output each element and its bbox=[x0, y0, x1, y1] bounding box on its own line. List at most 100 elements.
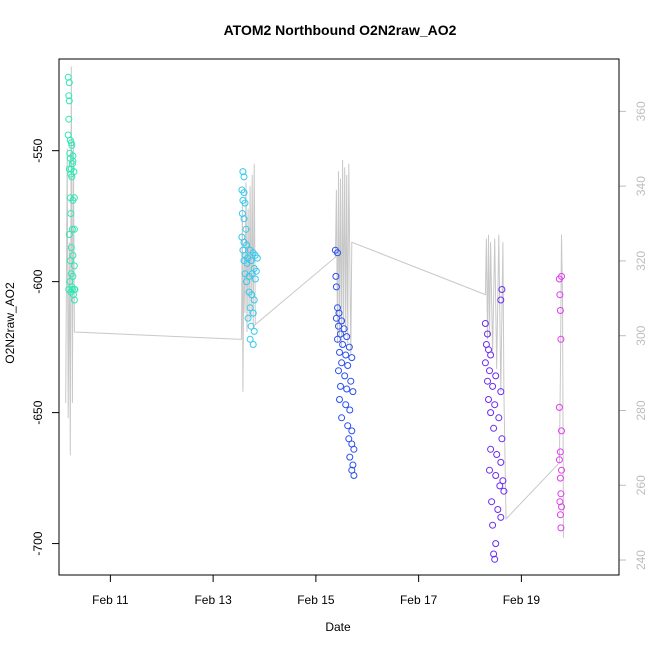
data-point-series-4-8 bbox=[492, 372, 500, 380]
data-point-series-5-3 bbox=[556, 307, 564, 314]
data-point-series-3-30 bbox=[338, 414, 346, 422]
data-point-series-5-14 bbox=[558, 503, 565, 511]
x-tick-label-5: Feb 19 bbox=[503, 593, 541, 607]
data-point-series-4-20 bbox=[497, 458, 505, 466]
secondary-y-tick-label-6: 340 bbox=[634, 176, 648, 196]
secondary-y-tick-label-1: 240 bbox=[634, 550, 648, 570]
data-point-series-4-30 bbox=[492, 540, 500, 548]
data-point-series-5-2 bbox=[558, 272, 565, 280]
data-point-series-3-21 bbox=[335, 367, 342, 375]
data-point-series-5-16 bbox=[557, 524, 565, 532]
data-point-series-4-19 bbox=[493, 451, 501, 458]
data-point-series-3-29 bbox=[346, 406, 354, 414]
data-point-series-5-9 bbox=[555, 456, 563, 464]
y-tick-label-1: -700 bbox=[31, 531, 45, 555]
data-point-series-1-39 bbox=[71, 286, 79, 293]
data-point-series-1-40 bbox=[67, 165, 75, 173]
data-point-series-3-35 bbox=[350, 445, 358, 453]
data-point-series-3-9 bbox=[335, 322, 342, 330]
data-point-series-4-17 bbox=[498, 435, 506, 443]
data-point-series-1-38 bbox=[68, 286, 76, 293]
data-point-series-2-34 bbox=[247, 322, 255, 330]
x-tick-label-1: Feb 11 bbox=[92, 593, 129, 607]
data-point-series-4-28 bbox=[497, 513, 505, 521]
data-point-series-1-22 bbox=[68, 225, 76, 233]
data-point-series-3-28 bbox=[342, 401, 350, 409]
data-point-series-4-7 bbox=[486, 367, 493, 375]
data-point-series-1-2 bbox=[65, 79, 73, 87]
data-point-series-2-35 bbox=[250, 327, 258, 335]
data-point-series-4-27 bbox=[494, 506, 502, 513]
data-point-series-4-29 bbox=[489, 521, 497, 529]
secondary-series-line bbox=[65, 66, 564, 538]
data-point-series-1-30 bbox=[69, 272, 77, 280]
data-point-series-3-2 bbox=[334, 249, 341, 257]
data-point-series-5-8 bbox=[556, 448, 564, 456]
secondary-y-tick-label-2: 260 bbox=[634, 475, 648, 495]
data-point-series-3-26 bbox=[349, 388, 357, 396]
y-axis-label: O2N2raw_AO2 bbox=[3, 282, 17, 364]
data-point-series-5-4 bbox=[556, 291, 564, 299]
data-point-series-4-9 bbox=[484, 377, 491, 385]
data-point-series-3-32 bbox=[348, 427, 356, 435]
data-point-series-1-1 bbox=[64, 73, 72, 81]
x-tick-label-3: Feb 15 bbox=[297, 593, 335, 607]
data-point-series-3-18 bbox=[348, 354, 356, 362]
data-point-series-4-34 bbox=[497, 296, 505, 304]
data-point-series-2-1 bbox=[239, 168, 247, 176]
data-point-series-5-12 bbox=[557, 490, 565, 498]
data-point-series-3-8 bbox=[338, 317, 346, 325]
plot-area: Feb 11 Feb 13 Feb 15 Feb 17 Feb 19 -700 -650 -6… bbox=[31, 66, 648, 607]
plot-frame bbox=[58, 58, 620, 576]
data-point-series-2-38 bbox=[252, 267, 260, 275]
data-point-series-1-20 bbox=[70, 194, 78, 202]
y-tick-label-2: -650 bbox=[31, 400, 45, 424]
data-point-series-4-26 bbox=[488, 498, 496, 506]
data-point-series-2-33 bbox=[244, 314, 252, 322]
data-point-series-1-24 bbox=[65, 231, 73, 238]
secondary-y-tick-label-5: 320 bbox=[634, 251, 648, 271]
chart-title: ATOM2 Northbound O2N2raw_AO2 bbox=[224, 22, 457, 38]
data-point-series-2-30 bbox=[250, 296, 258, 304]
data-point-series-1-25 bbox=[67, 244, 75, 252]
data-point-series-4-15 bbox=[495, 414, 503, 422]
data-point-series-4-5 bbox=[487, 351, 495, 359]
y-tick-label-4: -550 bbox=[31, 138, 45, 162]
data-point-series-4-18 bbox=[487, 445, 495, 453]
data-point-series-2-32 bbox=[249, 309, 257, 317]
data-point-series-4-10 bbox=[489, 382, 497, 390]
secondary-y-tick-label-4: 300 bbox=[634, 325, 648, 345]
data-point-series-3-27 bbox=[336, 396, 343, 403]
data-point-series-3-23 bbox=[347, 377, 355, 385]
data-point-series-2-39 bbox=[253, 254, 261, 262]
data-point-series-4-12 bbox=[485, 396, 492, 403]
data-point-series-5-7 bbox=[558, 427, 565, 435]
data-point-series-2-31 bbox=[246, 304, 254, 312]
data-point-series-1-4 bbox=[65, 97, 73, 105]
data-point-series-4-24 bbox=[496, 482, 504, 490]
data-point-series-2-37 bbox=[249, 341, 257, 348]
data-point-series-2-21 bbox=[247, 257, 255, 265]
data-point-series-4-33 bbox=[498, 286, 506, 293]
data-point-series-4-23 bbox=[499, 477, 507, 485]
secondary-y-tick-label-7: 360 bbox=[634, 101, 648, 121]
data-point-series-5-11 bbox=[556, 474, 564, 482]
y-tick-label-3: -600 bbox=[31, 269, 45, 293]
data-point-series-2-12 bbox=[243, 241, 250, 249]
data-point-series-3-22 bbox=[341, 372, 349, 380]
data-point-series-5-10 bbox=[558, 466, 565, 474]
data-point-series-1-23 bbox=[70, 225, 78, 233]
data-point-series-3-20 bbox=[344, 362, 352, 369]
data-point-series-3-36 bbox=[346, 453, 354, 461]
data-point-series-3-4 bbox=[332, 283, 340, 291]
data-point-series-2-27 bbox=[243, 278, 250, 286]
data-point-series-5-15 bbox=[556, 511, 564, 519]
data-point-series-5-6 bbox=[555, 403, 563, 411]
data-point-series-4-16 bbox=[490, 424, 498, 432]
data-point-series-4-21 bbox=[486, 466, 493, 474]
x-tick-label-4: Feb 17 bbox=[400, 593, 438, 607]
data-point-series-1-37 bbox=[70, 296, 78, 304]
data-point-series-1-27 bbox=[66, 257, 74, 265]
data-point-series-2-6 bbox=[241, 199, 249, 207]
data-point-series-4-2 bbox=[484, 330, 491, 338]
